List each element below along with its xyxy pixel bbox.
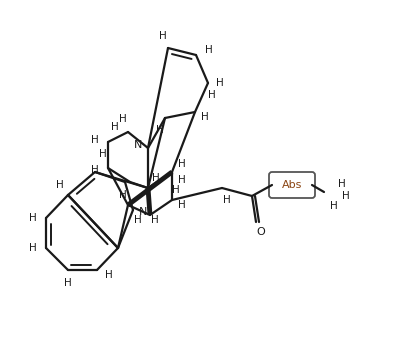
Text: H: H	[205, 45, 213, 55]
Text: O: O	[256, 227, 265, 237]
Text: H: H	[200, 112, 209, 122]
Text: Abs: Abs	[281, 180, 302, 190]
Text: H: H	[178, 200, 185, 210]
Text: N: N	[134, 140, 142, 150]
Text: H: H	[208, 90, 215, 100]
Text: H: H	[151, 215, 158, 225]
Text: H: H	[29, 243, 37, 253]
Text: H: H	[223, 195, 230, 205]
Text: H: H	[178, 159, 185, 169]
Text: H: H	[119, 190, 127, 200]
FancyBboxPatch shape	[268, 172, 314, 198]
Text: H: H	[156, 125, 164, 135]
Text: H: H	[134, 215, 142, 225]
Text: H: H	[111, 122, 119, 132]
Text: H: H	[91, 135, 99, 145]
Text: H: H	[178, 175, 185, 185]
Text: H: H	[64, 278, 72, 288]
Text: N: N	[138, 207, 147, 217]
Text: H: H	[91, 165, 99, 175]
Text: H: H	[105, 270, 113, 280]
Text: H: H	[216, 78, 223, 88]
Text: H: H	[172, 185, 179, 195]
Text: H: H	[56, 180, 64, 190]
Text: H: H	[337, 179, 345, 189]
Text: H: H	[341, 191, 349, 201]
Text: H: H	[152, 173, 160, 183]
Text: H: H	[119, 114, 127, 124]
Text: H: H	[159, 31, 166, 41]
Text: H: H	[29, 213, 37, 223]
Text: H: H	[329, 201, 337, 211]
Text: H: H	[99, 149, 107, 159]
